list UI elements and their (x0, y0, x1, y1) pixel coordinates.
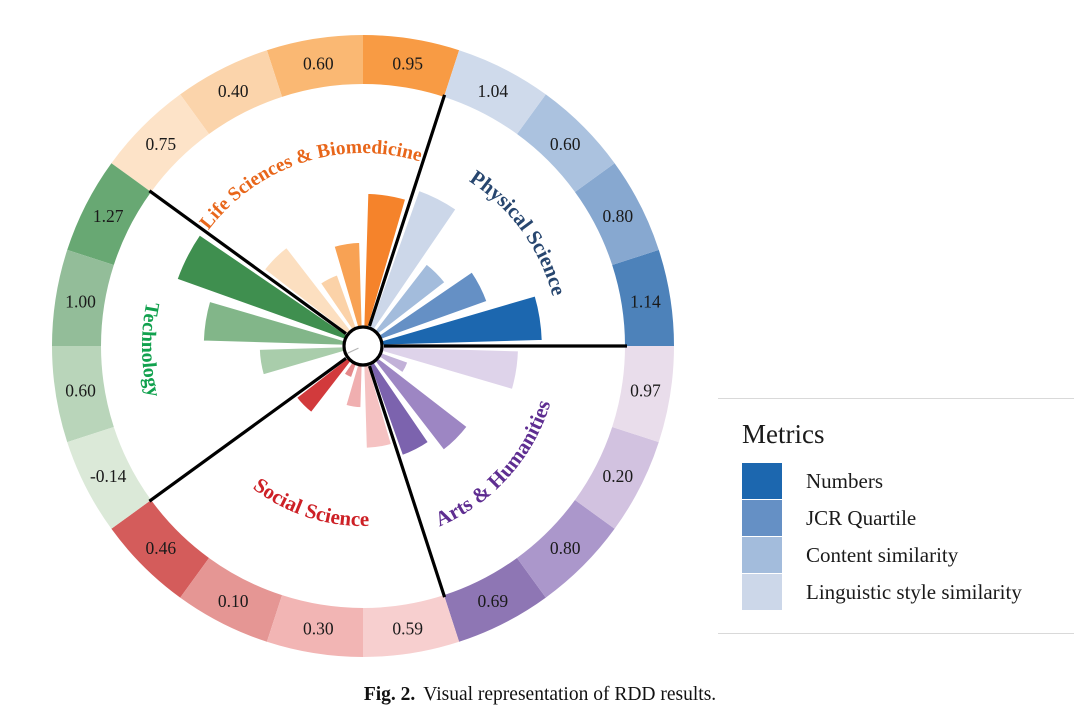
ring-value-label: -0.14 (90, 466, 127, 486)
ring-value-label: 0.95 (392, 54, 423, 74)
sector-divider (367, 365, 447, 598)
ring-value-label: 0.20 (603, 466, 634, 486)
figure-caption: Fig. 2. Visual representation of RDD resu… (0, 684, 1080, 706)
ring-value-label: 0.60 (65, 381, 96, 401)
category-label-text: Physical Science (466, 165, 571, 298)
ring-value-label: 0.30 (303, 618, 334, 638)
center-hole (342, 325, 384, 367)
ring-value-label: 0.46 (145, 538, 176, 558)
ring-segment (111, 499, 210, 598)
legend-swatch-jcr-quartile (742, 500, 782, 536)
bar-wedge (258, 345, 364, 377)
bar-wedge (362, 345, 430, 457)
ring-segment (443, 557, 546, 642)
sector-divider (148, 357, 347, 503)
ring-value-label: 0.60 (303, 54, 334, 74)
ring-segment (180, 50, 283, 135)
legend-swatch-numbers (742, 463, 782, 499)
rose-bars (175, 189, 544, 457)
legend-item-jcr-quartile: JCR Quartile (742, 500, 1074, 536)
bar-wedge (362, 192, 407, 347)
ring-value-label: 0.59 (392, 618, 423, 638)
bar-wedge (362, 345, 469, 452)
legend-swatch-content-similarity (742, 537, 782, 573)
ring-segment (111, 94, 210, 193)
ring-value-label: 0.69 (478, 591, 509, 611)
sector-divider (367, 94, 447, 327)
ring-segment (574, 163, 659, 266)
ring-segment (516, 94, 615, 193)
center-tick (347, 347, 359, 354)
category-label: Technology (137, 301, 165, 399)
bar-wedge (319, 273, 364, 347)
ring-segment (52, 346, 114, 443)
caption-text: Visual representation of RDD results. (423, 684, 717, 705)
sector-dividers (148, 94, 627, 598)
legend-item-label: Content similarity (806, 542, 959, 567)
caption-label: Fig. 2. (363, 684, 416, 705)
ring-segment (612, 346, 674, 443)
ring-segment (363, 595, 460, 657)
bar-wedge (362, 189, 458, 347)
legend-item-label: Numbers (806, 468, 883, 493)
ring-value-label: 0.40 (218, 81, 249, 101)
category-label-text: Technology (137, 301, 165, 399)
legend-item-label: JCR Quartile (806, 505, 917, 530)
category-label: Physical Science (466, 165, 571, 298)
ring-segment (612, 249, 674, 346)
ring-segment (266, 595, 363, 657)
ring-segment (67, 426, 152, 529)
ring-value-label: 0.80 (603, 206, 634, 226)
ring-value-label: 1.14 (630, 291, 661, 311)
legend-item-linguistic-style-similarity: Linguistic style similarity (742, 574, 1074, 610)
ring-segment (180, 557, 283, 642)
ring-segment (574, 426, 659, 529)
ring-value-label: 0.80 (550, 538, 581, 558)
bar-wedge (362, 270, 489, 347)
ring-value-label: 1.27 (93, 206, 124, 226)
ring-segment (266, 35, 363, 97)
ring-segment (516, 499, 615, 598)
bar-wedge (362, 294, 544, 347)
ring-segment (67, 163, 152, 266)
legend-item-numbers: Numbers (742, 463, 1074, 499)
category-label: Social Science (249, 473, 369, 531)
ring-value-label: 0.60 (550, 134, 581, 154)
ring-value-label: 1.04 (478, 81, 509, 101)
bar-wedge (202, 300, 364, 347)
sector-divider (148, 189, 347, 335)
metrics-legend: Metrics Numbers JCR Quartile Content sim… (718, 398, 1074, 634)
ring-value-label: 0.97 (630, 381, 661, 401)
legend-swatch-linguistic-style-similarity (742, 574, 782, 610)
category-label-text: Social Science (249, 473, 369, 531)
legend-item-label: Linguistic style similarity (806, 579, 1022, 604)
legend-item-content-similarity: Content similarity (742, 537, 1074, 573)
ring-segment (443, 50, 546, 135)
bar-wedge (362, 262, 447, 347)
bar-wedge (362, 345, 520, 391)
bar-wedge (295, 345, 364, 414)
bar-wedge (175, 233, 364, 347)
bar-wedge (332, 241, 364, 347)
legend-title: Metrics (742, 419, 825, 449)
outer-ring (52, 35, 674, 657)
ring-segment (52, 249, 114, 346)
ring-value-label: 1.00 (65, 291, 96, 311)
ring-value-label: 0.10 (218, 591, 249, 611)
ring-segment (363, 35, 460, 97)
ring-value-label: 0.75 (145, 134, 176, 154)
bar-wedge (262, 245, 364, 347)
